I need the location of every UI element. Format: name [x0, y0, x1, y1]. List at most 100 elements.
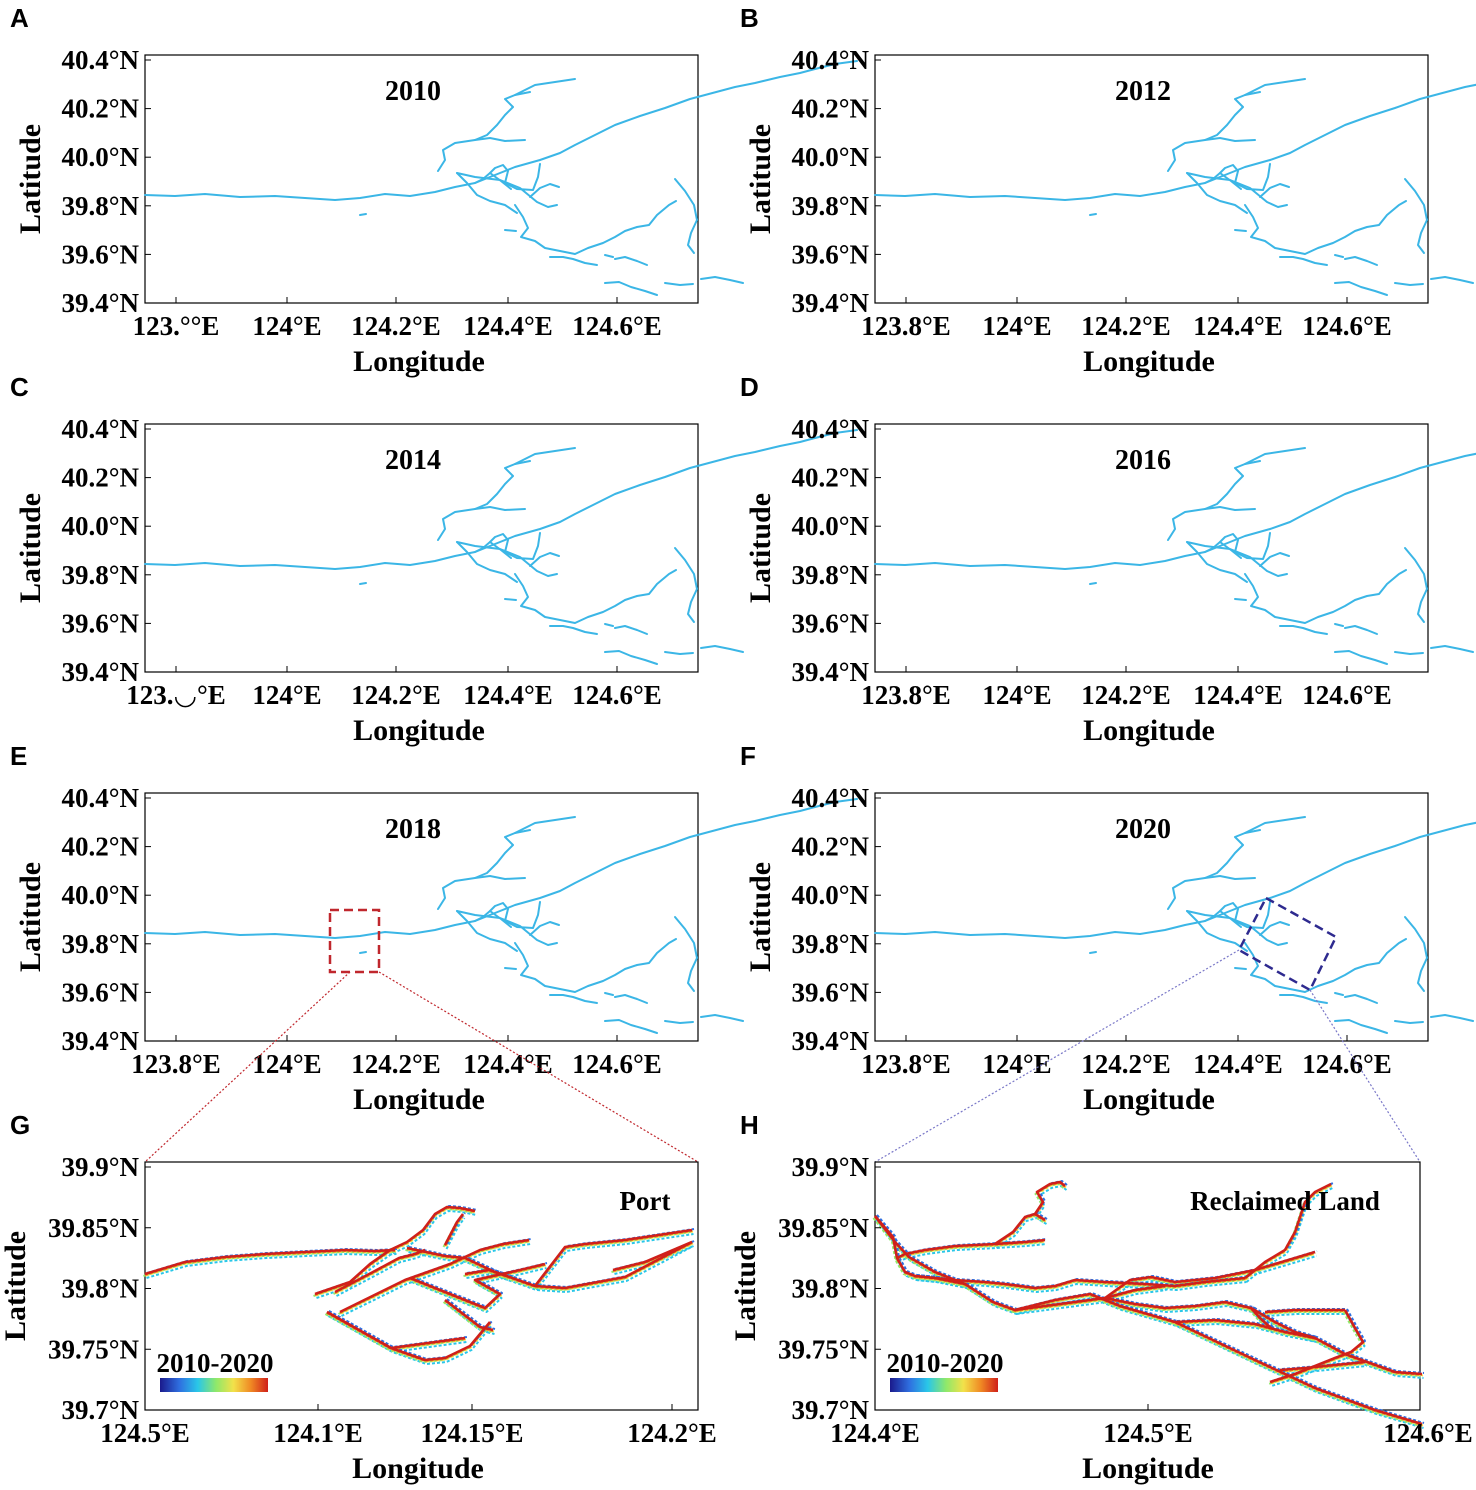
- x-axis-label: Longitude: [353, 714, 485, 747]
- y-tick-label: 39.4°N: [61, 1026, 139, 1056]
- y-tick-label: 39.8°N: [61, 560, 139, 590]
- y-tick-label: 39.8°N: [61, 1274, 139, 1304]
- x-tick-label: 124.6°E: [572, 680, 662, 710]
- map-panel-a: A 2010 40.4°N 40.2°N 40.0°N 39.8°N 39.6°N 39.4°…: [10, 3, 858, 378]
- map-panel-d: D 2016 40.4°N 40.2°N 40.0°N 39.8°N 39.6°N 39.4°…: [740, 372, 1476, 747]
- x-tick-label: 123.°°E: [133, 311, 220, 341]
- y-tick-label: 39.4°N: [61, 657, 139, 687]
- x-tick-label: 124.5°E: [100, 1418, 190, 1448]
- y-tick-label: 40.0°N: [791, 511, 869, 541]
- port-annotation: Port: [620, 1186, 671, 1216]
- colorbar-label: 2010-2020: [887, 1348, 1004, 1378]
- plot-frame: [874, 423, 1429, 673]
- x-tick-label: 124.15°E: [420, 1418, 523, 1448]
- y-tick-label: 39.75°N: [778, 1334, 870, 1364]
- year-label: 2010: [385, 76, 441, 107]
- x-tick-label: 124.2°E: [1081, 1049, 1171, 1079]
- x-tick-label: 124.1°E: [273, 1418, 363, 1448]
- y-tick-label: 39.8°N: [61, 929, 139, 959]
- y-tick-label: 40.2°N: [791, 463, 869, 493]
- y-tick-label: 40.2°N: [791, 832, 869, 862]
- panel-label: F: [740, 741, 756, 771]
- x-axis-label: Longitude: [352, 1452, 484, 1485]
- map-panel-e: E 2018 40.4°N 40.2°N 40.0°N 39.8°N 39.6°N 39.4°…: [10, 741, 858, 1116]
- x-axis-label: Longitude: [353, 1083, 485, 1116]
- y-tick-label: 40.2°N: [791, 94, 869, 124]
- x-axis-label: Longitude: [1083, 345, 1215, 378]
- y-tick-label: 39.8°N: [791, 560, 869, 590]
- y-axis-label: Latitude: [14, 493, 47, 603]
- y-tick-label: 39.6°N: [791, 239, 869, 269]
- plot-frame: [144, 423, 699, 673]
- y-tick-label: 39.85°N: [778, 1213, 870, 1243]
- map-panel-f: F 2020 40.4°N 40.2°N 40.0°N 39.8°N 39.6°N 39.4°…: [740, 741, 1476, 1116]
- x-axis-label: Longitude: [1082, 1452, 1214, 1485]
- y-tick-label: 39.4°N: [791, 657, 869, 687]
- x-tick-label: 123.8°E: [861, 311, 951, 341]
- x-tick-label: 123.8°E: [131, 1049, 221, 1079]
- panel-label: E: [10, 741, 27, 771]
- zoom-connector-line: [144, 971, 351, 1163]
- y-tick-label: 40.4°N: [791, 783, 869, 813]
- x-tick-label: 124.6°E: [1383, 1418, 1473, 1448]
- y-tick-label: 39.8°N: [61, 191, 139, 221]
- zoom-panel-g: G Port 2010-2020 39.9°N 39.85°N 39.8°N 39.75°N…: [0, 1110, 717, 1485]
- x-tick-label: 124.4°E: [1193, 311, 1283, 341]
- x-tick-label: 123.8°E: [861, 680, 951, 710]
- x-tick-label: 124.4°E: [830, 1418, 920, 1448]
- y-tick-label: 39.4°N: [791, 1026, 869, 1056]
- x-tick-label: 124.6°E: [1302, 311, 1392, 341]
- y-axis-label: Latitude: [744, 493, 777, 603]
- zoom-connector-line: [378, 971, 699, 1163]
- x-tick-label: 124.6°E: [572, 1049, 662, 1079]
- x-tick-label: 124.2°E: [627, 1418, 717, 1448]
- x-tick-label: 124°E: [982, 680, 1051, 710]
- y-tick-label: 39.6°N: [791, 608, 869, 638]
- year-label: 2020: [1115, 814, 1171, 845]
- y-tick-label: 40.0°N: [791, 880, 869, 910]
- y-tick-label: 40.2°N: [61, 94, 139, 124]
- x-tick-label: 124.2°E: [351, 1049, 441, 1079]
- y-tick-label: 40.0°N: [61, 142, 139, 172]
- reclaimed-land-annotation: Reclaimed Land: [1190, 1186, 1380, 1216]
- x-tick-label: 124.6°E: [572, 311, 662, 341]
- colorbar: [160, 1378, 268, 1392]
- x-tick-label: 124.4°E: [1193, 680, 1283, 710]
- x-tick-label: 124°E: [252, 311, 321, 341]
- year-label: 2012: [1115, 76, 1171, 107]
- y-tick-label: 39.4°N: [61, 288, 139, 318]
- x-tick-label: 124.4°E: [463, 680, 553, 710]
- x-tick-label: 124.6°E: [1302, 1049, 1392, 1079]
- y-tick-label: 40.2°N: [61, 832, 139, 862]
- x-tick-label: 123.8°E: [861, 1049, 951, 1079]
- y-tick-label: 39.8°N: [791, 1274, 869, 1304]
- y-tick-label: 39.6°N: [61, 608, 139, 638]
- panel-label: A: [10, 3, 29, 33]
- x-tick-label: 124.4°E: [1193, 1049, 1283, 1079]
- x-tick-label: 123.◡°E: [126, 680, 226, 710]
- y-tick-label: 39.8°N: [791, 929, 869, 959]
- year-label: 2018: [385, 814, 441, 845]
- x-tick-label: 124.4°E: [463, 311, 553, 341]
- y-tick-label: 40.0°N: [61, 511, 139, 541]
- y-tick-label: 39.85°N: [48, 1213, 140, 1243]
- x-tick-label: 124.2°E: [1081, 311, 1171, 341]
- y-axis-label: Latitude: [744, 862, 777, 972]
- y-tick-label: 39.4°N: [791, 288, 869, 318]
- y-tick-label: 40.4°N: [61, 45, 139, 75]
- x-tick-label: 124.2°E: [351, 680, 441, 710]
- y-tick-label: 40.4°N: [61, 783, 139, 813]
- year-label: 2016: [1115, 445, 1171, 476]
- x-tick-label: 124.4°E: [463, 1049, 553, 1079]
- y-tick-label: 39.7°N: [791, 1395, 869, 1425]
- y-tick-label: 40.4°N: [791, 414, 869, 444]
- y-tick-label: 40.4°N: [61, 414, 139, 444]
- panel-label: B: [740, 3, 759, 33]
- plot-frame: [144, 54, 699, 304]
- y-tick-label: 39.8°N: [791, 191, 869, 221]
- y-tick-label: 39.75°N: [48, 1334, 140, 1364]
- y-axis-label: Latitude: [0, 1231, 32, 1341]
- y-axis-label: Latitude: [744, 124, 777, 234]
- map-panel-c: C 2014 40.4°N 40.2°N 40.0°N 39.8°N 39.6°N 39.4°…: [10, 372, 858, 747]
